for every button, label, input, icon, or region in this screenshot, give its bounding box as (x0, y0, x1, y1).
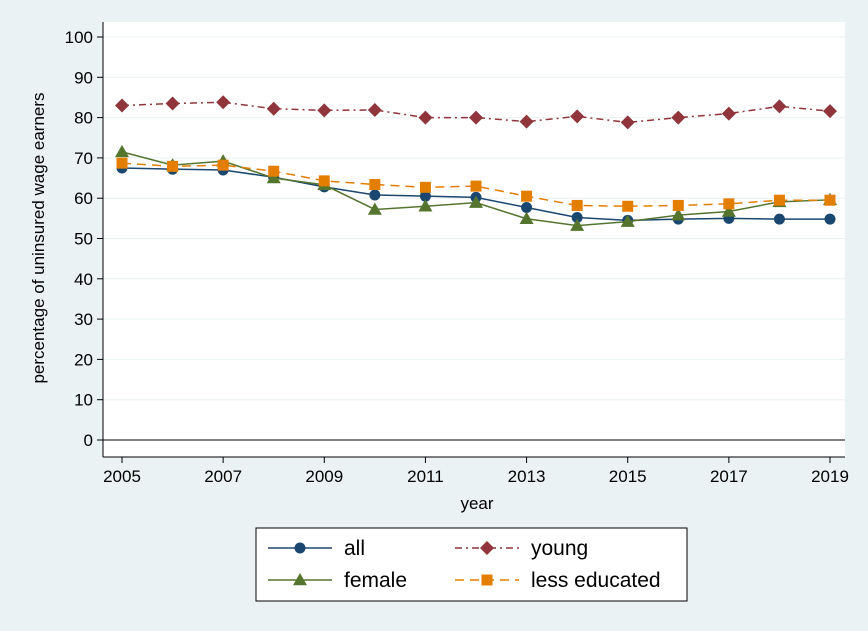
y-tick-label: 90 (74, 68, 93, 87)
data-point-less-educated (824, 194, 836, 206)
y-tick-label: 50 (74, 230, 93, 249)
data-point-less-educated (672, 199, 684, 211)
data-point-less-educated (723, 198, 735, 210)
data-point-young (671, 110, 686, 125)
data-point-female (367, 202, 382, 215)
data-point-young (469, 110, 483, 125)
y-tick-label: 40 (74, 270, 93, 289)
x-tick-label: 2017 (710, 467, 748, 486)
x-axis-title: year (460, 494, 493, 513)
x-tick-label: 2007 (204, 467, 242, 486)
data-point-all (419, 190, 431, 202)
data-point-female (519, 211, 534, 225)
data-point-young (367, 102, 382, 117)
y-tick-label: 30 (74, 310, 93, 329)
data-point-all (521, 201, 533, 213)
x-tick-label: 2009 (305, 467, 343, 486)
series-layer (115, 95, 837, 231)
data-point-female (469, 195, 483, 208)
y-tick-label: 80 (74, 109, 93, 128)
data-point-less-educated (419, 181, 431, 193)
data-point-female (721, 204, 736, 217)
data-point-young (519, 114, 534, 129)
x-tick-label: 2019 (811, 467, 849, 486)
data-point-all (824, 213, 836, 225)
data-point-female (266, 171, 281, 184)
data-point-all (773, 213, 785, 225)
data-point-less-educated (622, 200, 634, 212)
data-point-young (418, 110, 433, 125)
x-tick-label: 2013 (508, 467, 546, 486)
legend-label-all: all (344, 537, 365, 560)
data-point-young (620, 115, 635, 130)
data-point-female (620, 214, 635, 227)
data-point-young (115, 98, 129, 113)
x-tick-label: 2015 (609, 467, 647, 486)
legend-box (255, 527, 688, 602)
data-point-young (216, 95, 231, 110)
data-point-young (772, 99, 787, 114)
data-point-young (317, 103, 332, 118)
legend-label-female: female (344, 569, 407, 592)
legend-marker-all (294, 542, 306, 554)
data-point-young (266, 101, 281, 116)
y-axis-title: percentage of uninsured wage earners (29, 92, 48, 383)
data-point-less-educated (268, 165, 280, 177)
x-tick-label: 2005 (103, 467, 141, 486)
legend-marker-young (480, 541, 494, 555)
data-point-female (418, 199, 433, 212)
data-point-less-educated (571, 199, 583, 211)
series-line-less-educated (121, 162, 830, 208)
legend: all young female less educated (255, 527, 688, 602)
data-point-less-educated (470, 180, 482, 192)
data-point-less-educated (521, 190, 533, 202)
y-tick-label: 100 (65, 28, 93, 47)
data-point-young (570, 109, 585, 124)
data-point-all (571, 212, 583, 224)
y-tick-label: 60 (74, 189, 93, 208)
y-tick-label: 0 (84, 431, 93, 450)
y-tick-label: 20 (74, 350, 93, 369)
data-point-young (165, 96, 180, 111)
data-point-less-educated (369, 178, 381, 190)
data-point-less-educated (167, 160, 179, 172)
x-tick-label: 2011 (407, 467, 444, 486)
y-tick-label: 10 (74, 391, 93, 410)
axes: 0 10 20 30 40 50 60 70 80 90 100 2005 2007 2009 2011 20… (65, 22, 849, 486)
legend-marker-female (293, 573, 307, 586)
y-tick-label: 70 (74, 149, 93, 168)
legend-label-young: young (531, 537, 588, 560)
data-point-less-educated (217, 159, 229, 171)
plot-area (103, 22, 845, 457)
data-point-female (570, 218, 585, 231)
data-point-less-educated (116, 157, 128, 169)
data-point-female (671, 208, 686, 221)
data-point-young (721, 106, 736, 121)
data-point-less-educated (318, 175, 330, 187)
data-point-less-educated (773, 194, 785, 206)
data-point-all (369, 189, 381, 201)
legend-label-less-educated: less educated (531, 569, 661, 592)
data-point-female (115, 144, 129, 158)
legend-marker-less-educated (481, 574, 493, 586)
data-point-young (823, 104, 837, 119)
